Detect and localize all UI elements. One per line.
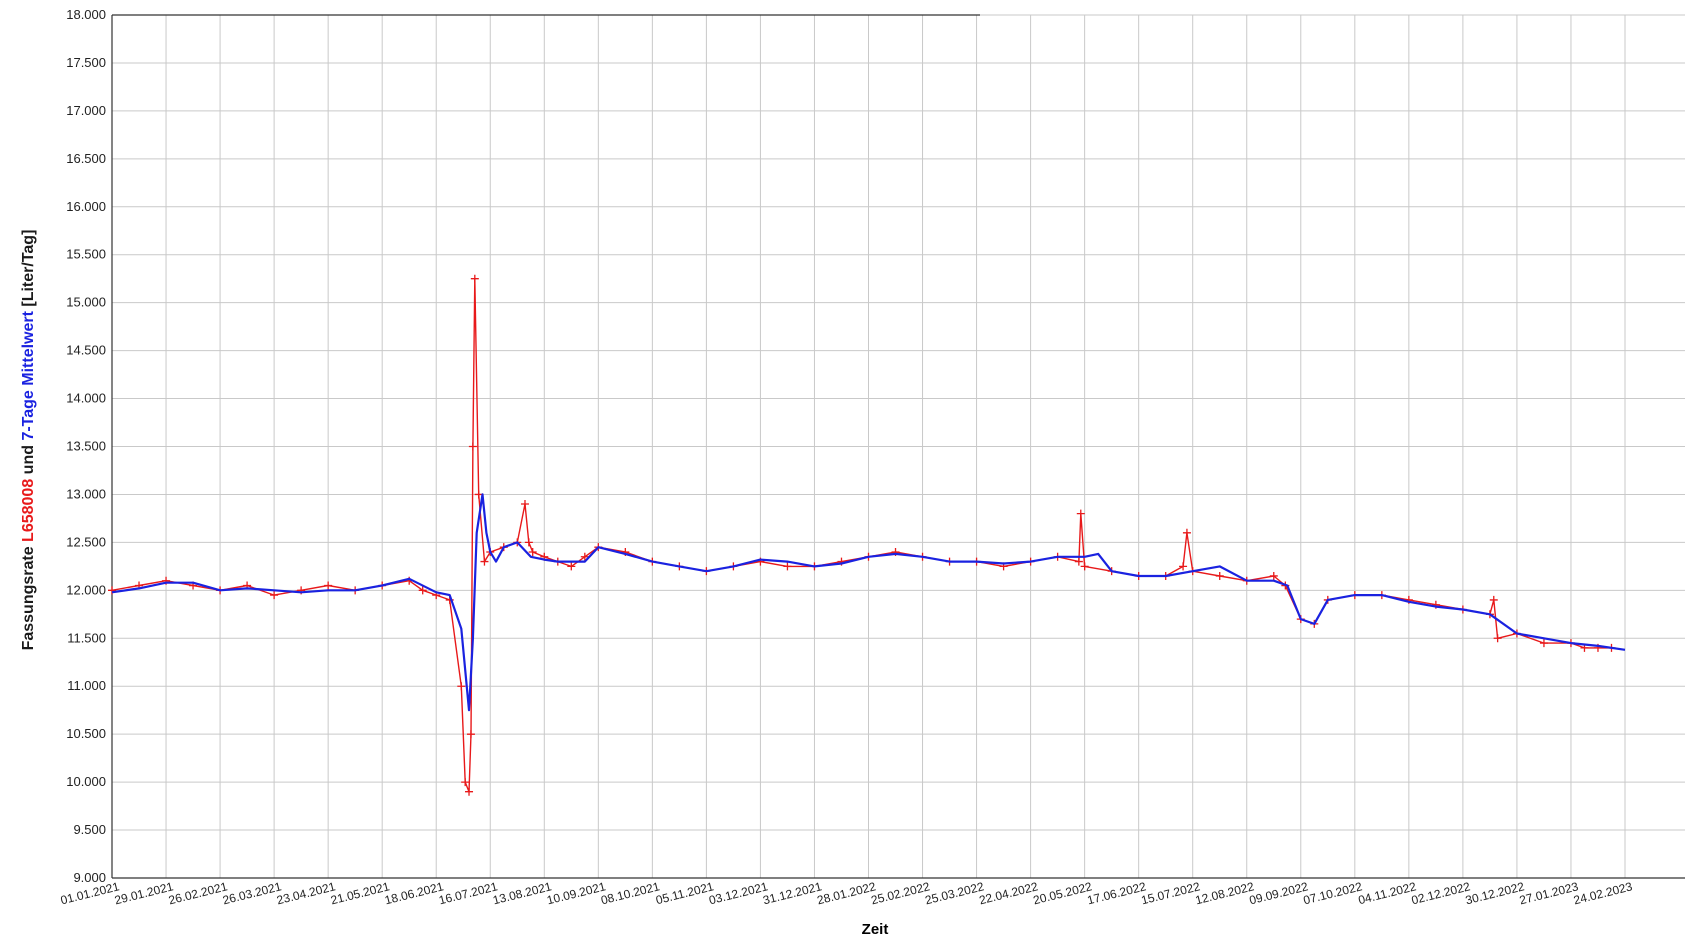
data-point-marker	[1080, 562, 1089, 571]
y-tick-label: 17.500	[66, 55, 106, 70]
data-point-marker	[1539, 639, 1548, 648]
chart-series	[108, 274, 1626, 796]
data-point-marker	[457, 682, 466, 691]
y-tick-label: 12.000	[66, 582, 106, 597]
data-point-marker	[468, 442, 477, 451]
y-tick-label: 11.500	[67, 630, 106, 645]
data-point-marker	[418, 586, 427, 595]
data-point-marker	[324, 581, 333, 590]
data-point-marker	[1074, 557, 1083, 566]
data-point-marker	[474, 490, 483, 499]
data-point-marker	[528, 547, 537, 556]
data-point-marker	[520, 500, 529, 509]
y-axis-label-part: und	[20, 441, 37, 479]
data-point-marker	[480, 557, 489, 566]
data-point-marker	[461, 778, 470, 787]
data-point-marker	[270, 591, 279, 600]
series-line-7-tage-mittelwert	[111, 493, 1626, 712]
data-point-marker	[524, 538, 533, 547]
y-tick-label: 10.000	[66, 774, 106, 789]
y-tick-label: 10.500	[66, 726, 106, 741]
data-point-marker	[1493, 634, 1502, 643]
y-axis-label-part: Fassungsrate	[20, 542, 37, 650]
data-point-marker	[1269, 571, 1278, 580]
data-point-marker	[1489, 595, 1498, 604]
y-tick-label: 15.000	[66, 295, 106, 310]
x-axis-label: Zeit	[862, 921, 889, 935]
chart-grid	[111, 14, 1685, 879]
data-point-marker	[567, 562, 576, 571]
y-tick-label: 13.500	[66, 439, 106, 454]
data-point-marker	[466, 730, 475, 739]
data-point-marker	[470, 274, 479, 283]
y-tick-label: 18.000	[66, 7, 106, 22]
y-tick-label: 15.500	[66, 247, 106, 262]
y-tick-label: 14.000	[66, 391, 106, 406]
y-tick-label: 17.000	[66, 103, 106, 118]
data-point-marker	[108, 586, 116, 595]
data-point-marker	[465, 787, 474, 796]
y-tick-label: 16.000	[66, 199, 106, 214]
data-point-marker	[580, 552, 589, 561]
y-axis-label-part: L658008	[20, 479, 37, 542]
y-tick-label: 9.500	[73, 822, 106, 837]
y-tick-label: 12.500	[66, 534, 106, 549]
data-point-marker	[1215, 571, 1224, 580]
data-point-marker	[783, 562, 792, 571]
y-tick-label: 9.000	[73, 870, 106, 885]
data-point-marker	[1179, 562, 1188, 571]
y-axis-ticks: 9.000 9.500 10.000 10.500 11.000 11.500 12.000…	[66, 7, 106, 885]
y-axis-label-part: 7-Tage Mittelwert	[20, 310, 37, 440]
data-point-marker	[1076, 509, 1085, 518]
y-tick-label: 13.000	[66, 486, 106, 501]
data-point-marker	[1182, 528, 1191, 537]
y-axis-label: Fassungsrate L658008 und 7-Tage Mittelwe…	[20, 230, 37, 651]
y-axis-label-part: [Liter/Tag]	[20, 230, 37, 311]
y-tick-label: 16.500	[66, 151, 106, 166]
y-tick-label: 11.000	[67, 678, 106, 693]
y-tick-label: 14.500	[66, 343, 106, 358]
